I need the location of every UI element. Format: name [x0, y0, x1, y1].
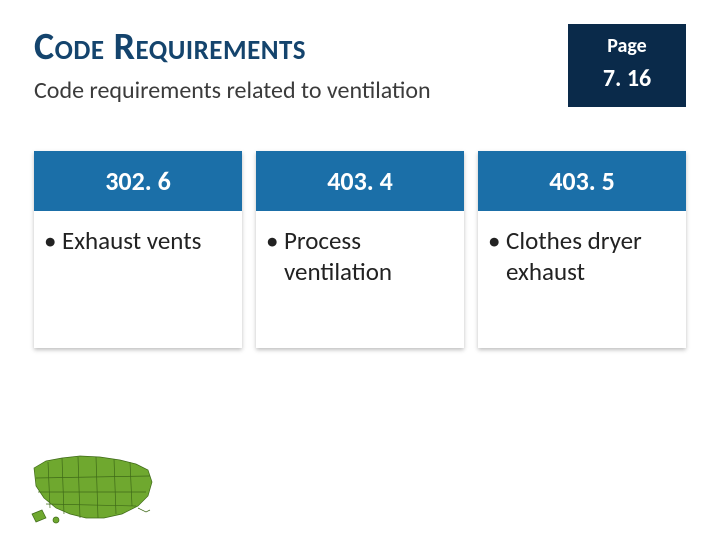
list-item-text: Process ventilation	[284, 225, 454, 288]
list-item-text: Exhaust vents	[62, 225, 232, 256]
page-title: Code Requirements	[34, 24, 548, 70]
code-card-header: 403. 4	[256, 151, 464, 211]
code-card-header: 403. 5	[478, 151, 686, 211]
title-block: Code Requirements Code requirements rela…	[34, 24, 548, 105]
page-number: 7. 16	[568, 64, 686, 93]
list-item: • Clothes dryer exhaust	[488, 225, 676, 288]
list-item-text: Clothes dryer exhaust	[506, 225, 676, 288]
page-label: Page	[568, 34, 686, 58]
list-item: • Exhaust vents	[44, 225, 232, 256]
list-item: • Process ventilation	[266, 225, 454, 288]
header-row: Code Requirements Code requirements rela…	[0, 0, 720, 107]
us-map-icon	[28, 448, 158, 528]
bullet-icon: •	[44, 225, 62, 256]
cards-row: 302. 6 • Exhaust vents 403. 4 • Process …	[0, 107, 720, 348]
code-card-body: • Process ventilation	[256, 211, 464, 348]
bullet-icon: •	[266, 225, 284, 256]
code-card: 302. 6 • Exhaust vents	[34, 151, 242, 348]
code-card-header: 302. 6	[34, 151, 242, 211]
bullet-icon: •	[488, 225, 506, 256]
code-card-body: • Clothes dryer exhaust	[478, 211, 686, 348]
code-card-body: • Exhaust vents	[34, 211, 242, 316]
page-subtitle: Code requirements related to ventilation	[34, 76, 548, 105]
code-card: 403. 5 • Clothes dryer exhaust	[478, 151, 686, 348]
code-card: 403. 4 • Process ventilation	[256, 151, 464, 348]
page-indicator: Page 7. 16	[568, 24, 686, 107]
